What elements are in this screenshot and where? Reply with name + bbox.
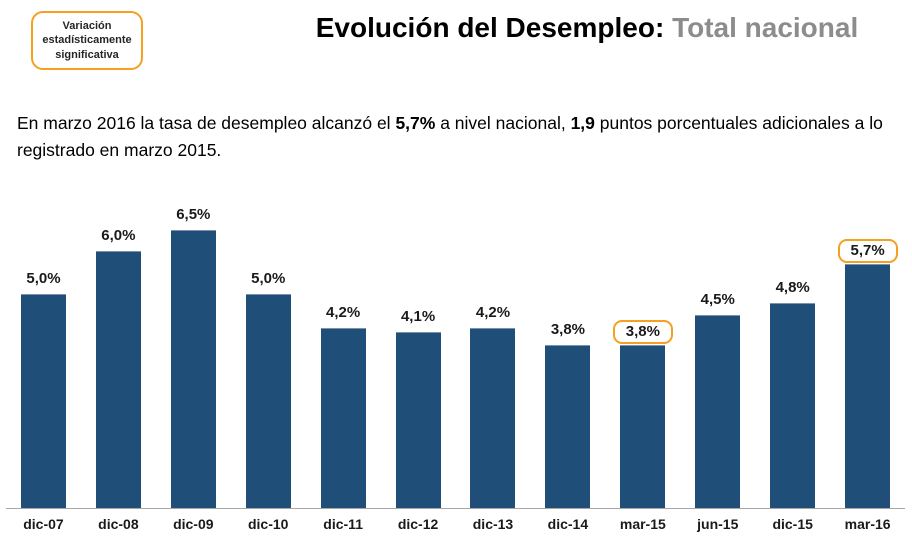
bar-value-label: 5,0% — [26, 270, 61, 287]
bar — [95, 251, 141, 508]
bar-value-label: 4,1% — [400, 308, 436, 325]
unemployment-bar-chart: 5,0% 6,0% 6,5% 5,0% 4,2% 4,1% 4,2% 3,8% 3,8% 4,5%… — [6, 205, 905, 532]
intro-bold-delta: 1,9 — [570, 113, 595, 133]
bar-column: 4,2% — [306, 304, 381, 508]
bar — [470, 328, 516, 508]
bar-column: 5,7% — [830, 239, 905, 508]
bar-value-label: 4,5% — [700, 291, 735, 308]
bar — [245, 294, 291, 508]
bar — [695, 315, 741, 508]
bar-value-label: 3,8% — [550, 321, 586, 338]
bar — [545, 345, 591, 508]
bar-column: 4,5% — [680, 291, 755, 508]
bar-value-label: 4,2% — [475, 304, 511, 321]
bar — [320, 328, 366, 508]
bar-value-label-highlighted: 5,7% — [837, 239, 898, 263]
x-axis-label: mar-15 — [619, 516, 666, 532]
intro-paragraph: En marzo 2016 la tasa de desempleo alcan… — [17, 110, 898, 164]
x-axis-label: jun-15 — [697, 516, 739, 532]
bar-value-label: 6,5% — [176, 206, 211, 223]
x-axis-label: dic-14 — [547, 516, 589, 532]
bar-column: 6,0% — [81, 227, 156, 508]
bar-column: 3,8% — [530, 321, 605, 508]
page-title-accent: Total nacional — [672, 12, 859, 43]
bar-column: 3,8% — [605, 320, 680, 508]
bar-value-label: 4,2% — [326, 304, 361, 321]
page-title: Evolución del Desempleo: Total nacional — [268, 12, 906, 44]
bar-column: 4,1% — [381, 308, 456, 508]
bar — [770, 303, 816, 508]
bar-column: 4,2% — [456, 304, 531, 508]
intro-text-1: En marzo 2016 la tasa de desempleo alcan… — [17, 113, 396, 133]
bar — [170, 230, 216, 508]
bar-column: 6,5% — [156, 206, 231, 508]
bar — [20, 294, 66, 508]
bar-value-label: 6,0% — [101, 227, 136, 244]
bar-value-label-highlighted: 3,8% — [612, 320, 673, 344]
x-axis-label: dic-07 — [23, 516, 64, 532]
significance-legend-box: Variación estadísticamente significativa — [31, 11, 143, 70]
x-axis-label: dic-09 — [173, 516, 214, 532]
plot-area: 5,0% 6,0% 6,5% 5,0% 4,2% 4,1% 4,2% 3,8% 3,8% 4,5%… — [6, 205, 905, 509]
page-title-main: Evolución del Desempleo: — [315, 12, 673, 43]
intro-text-2: a nivel nacional, — [435, 113, 571, 133]
x-axis-label: dic-08 — [98, 516, 139, 532]
intro-text-3: puntos porcentuales adicionales a lo reg… — [17, 113, 883, 161]
bar — [620, 345, 666, 508]
bar — [845, 264, 891, 508]
x-axis-label: dic-12 — [397, 516, 439, 532]
intro-bold-rate: 5,7% — [395, 113, 436, 133]
x-axis-label: dic-13 — [472, 516, 514, 532]
significance-legend-text: Variación estadísticamente significativa — [42, 20, 132, 61]
bar-column: 5,0% — [231, 270, 306, 508]
category-row: dic-07 dic-08 dic-09 dic-10 dic-11 dic-12 dic-… — [6, 516, 905, 532]
bar — [395, 332, 441, 508]
bar-value-label: 5,0% — [251, 270, 286, 287]
x-axis-label: mar-16 — [844, 516, 891, 532]
bar-value-label: 4,8% — [775, 279, 810, 296]
x-axis-label: dic-11 — [323, 516, 363, 532]
x-axis-label: dic-10 — [247, 516, 289, 532]
bar-column: 4,8% — [755, 279, 830, 508]
bar-column: 5,0% — [6, 270, 81, 508]
x-axis-label: dic-15 — [772, 516, 813, 532]
